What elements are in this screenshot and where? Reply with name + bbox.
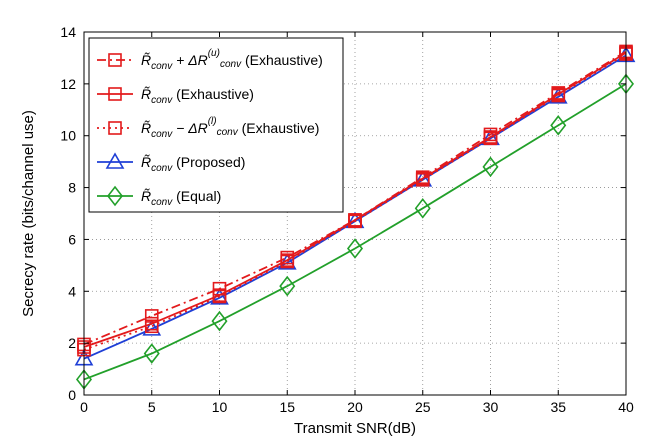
x-tick-label: 15: [279, 399, 295, 415]
legend-entry-3: R̃conv (Proposed): [97, 152, 245, 174]
data-point-square: [348, 213, 362, 227]
legend-sub2: conv: [217, 127, 239, 138]
legend-label: R̃conv + ΔR(u)conv (Exhaustive): [141, 48, 323, 72]
series-line-2: [83, 53, 627, 351]
data-point-square: [108, 121, 122, 135]
series-layer: [74, 44, 636, 390]
y-tick-label: 0: [68, 387, 76, 403]
y-tick-label: 2: [68, 335, 76, 351]
legend-box: [88, 37, 344, 213]
legend-tail: (Equal): [172, 188, 221, 204]
legend-sub: conv: [151, 129, 173, 140]
legend-tail: (Exhaustive): [241, 52, 323, 68]
data-point-square: [212, 281, 227, 296]
legend-entry-0: R̃conv + ΔR(u)conv (Exhaustive): [97, 48, 323, 72]
legend-sup: (u): [208, 48, 220, 59]
data-point-square: [483, 127, 498, 142]
legend-main: R̃: [141, 120, 151, 136]
y-tick-label: 12: [60, 76, 76, 92]
x-tick-label: 0: [80, 399, 88, 415]
legend-main: R̃: [141, 154, 151, 170]
series-line-4: [83, 83, 627, 381]
data-point-triangle: [105, 152, 125, 169]
data-point-square: [551, 86, 566, 100]
legend-entry-2: R̃conv − ΔR(l)conv (Exhaustive): [97, 116, 319, 140]
data-point-diamond: [414, 198, 431, 219]
x-tick-label: 35: [550, 399, 566, 415]
legend-tail: (Exhaustive): [238, 120, 320, 136]
y-tick-label: 14: [60, 24, 76, 40]
data-point-diamond: [550, 115, 567, 136]
data-point-square: [108, 53, 122, 67]
legend-label: R̃conv (Proposed): [141, 154, 245, 174]
data-point-diamond: [346, 238, 364, 259]
legend-tail: (Exhaustive): [172, 86, 254, 102]
legend-main: R̃: [141, 52, 151, 68]
x-tick-label: 25: [415, 399, 431, 415]
y-axis-title: Secrecy rate (bits/channel use): [20, 110, 37, 317]
data-point-square: [108, 87, 122, 101]
data-point-square: [280, 250, 295, 265]
x-tick-label: 10: [212, 399, 228, 415]
data-point-diamond: [106, 185, 124, 207]
series-0: [77, 44, 633, 352]
legend-sub: conv: [151, 95, 173, 106]
series-line-0: [83, 50, 627, 346]
legend-main: R̃: [141, 188, 151, 204]
y-tick-label: 10: [60, 128, 76, 144]
legend-label: R̃conv (Equal): [141, 188, 221, 208]
data-point-diamond: [143, 343, 160, 364]
legend-label: R̃conv − ΔR(l)conv (Exhaustive): [141, 116, 319, 140]
axis-ticks: 0 5 10 15 20 25 30 35 40 0 2 4 6 8 10 12 14: [60, 24, 634, 415]
x-tick-label: 5: [148, 399, 156, 415]
series-4: [75, 73, 635, 390]
x-tick-label: 20: [347, 399, 363, 415]
x-axis-title: Transmit SNR(dB): [294, 420, 416, 437]
y-tick-label: 6: [68, 231, 76, 247]
x-tick-label: 40: [618, 399, 634, 415]
data-point-square: [144, 309, 159, 323]
legend-sup: (l): [208, 116, 217, 127]
data-point-diamond: [279, 275, 296, 297]
y-tick-label: 8: [68, 180, 76, 196]
y-tick-label: 4: [68, 283, 76, 299]
legend-sub: conv: [151, 197, 173, 208]
legend-entry-1: R̃conv (Exhaustive): [97, 86, 254, 106]
legend-sub: conv: [151, 163, 173, 174]
legend-mid: + ΔR: [172, 52, 207, 68]
data-point-diamond: [482, 156, 499, 178]
legend: R̃conv + ΔR(u)conv (Exhaustive)R̃conv (E…: [88, 37, 344, 213]
legend-sub: conv: [151, 61, 173, 72]
data-point-square: [144, 316, 159, 331]
legend-label: R̃conv (Exhaustive): [141, 86, 254, 106]
x-tick-label: 30: [483, 399, 499, 415]
legend-entry-4: R̃conv (Equal): [97, 185, 221, 208]
data-point-diamond: [211, 310, 228, 332]
legend-mid: − ΔR: [172, 120, 207, 136]
legend-tail: (Proposed): [172, 154, 245, 170]
legend-sub2: conv: [220, 59, 242, 70]
legend-main: R̃: [141, 86, 151, 102]
data-point-square: [415, 170, 430, 184]
